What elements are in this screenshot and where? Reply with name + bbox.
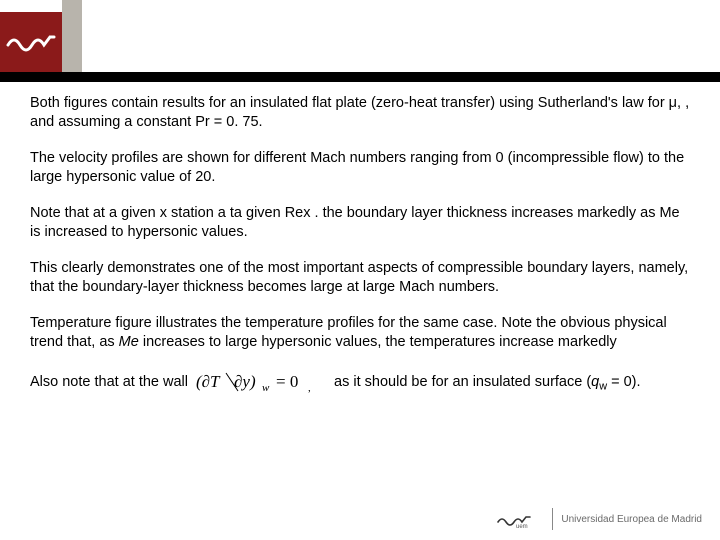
slide-header xyxy=(0,0,720,82)
footer-text: Universidad Europea de Madrid xyxy=(561,514,702,525)
p5-me: Me xyxy=(119,334,139,350)
slide-footer: uem Universidad Europea de Madrid xyxy=(496,508,702,530)
svg-text:uem: uem xyxy=(516,524,528,529)
wall-equation: (∂T ∂y) w = 0 , xyxy=(192,369,330,395)
svg-text:(∂T: (∂T xyxy=(196,372,221,391)
svg-text:∂y): ∂y) xyxy=(234,372,256,391)
paragraph-6: Also note that at the wall (∂T ∂y) w = 0… xyxy=(30,369,690,395)
black-horizontal-bar xyxy=(0,72,720,82)
slide-body: Both figures contain results for an insu… xyxy=(30,94,690,413)
paragraph-5: Temperature figure illustrates the tempe… xyxy=(30,314,690,351)
footer-separator xyxy=(552,508,553,530)
paragraph-2: The velocity profiles are shown for diff… xyxy=(30,149,690,186)
paragraph-3: Note that at a given x station a ta give… xyxy=(30,204,690,241)
svg-text:w: w xyxy=(262,382,270,394)
p6-text-b: as it should be for an insulated surface… xyxy=(334,374,591,390)
svg-text:,: , xyxy=(308,382,311,394)
paragraph-1: Both figures contain results for an insu… xyxy=(30,94,690,131)
p6-text-c: = 0). xyxy=(607,374,640,390)
grey-vertical-bar xyxy=(62,0,82,82)
p5-text-b: increases to large hypersonic values, th… xyxy=(139,334,617,350)
svg-text:= 0: = 0 xyxy=(276,372,298,391)
p6-text-a: Also note that at the wall xyxy=(30,374,192,390)
paragraph-4: This clearly demonstrates one of the mos… xyxy=(30,259,690,296)
p6-w: w xyxy=(599,381,607,393)
uem-footer-logo-icon: uem xyxy=(496,509,544,529)
uem-logo-icon xyxy=(0,12,62,72)
